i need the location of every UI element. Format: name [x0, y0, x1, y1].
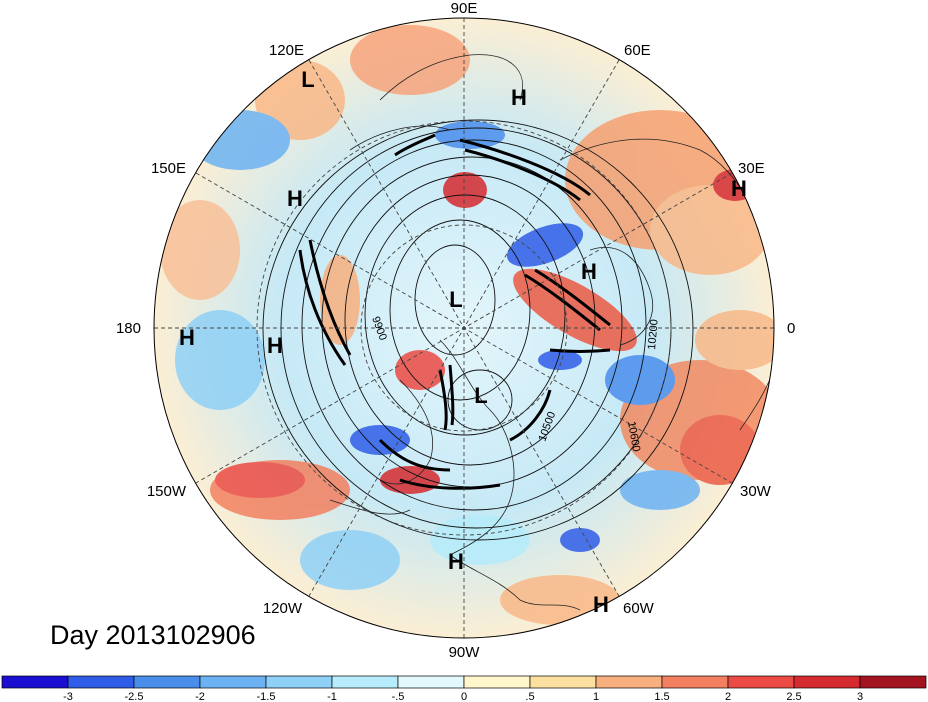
lon-label-150e: 150E: [151, 160, 186, 177]
colorbar-box: [595, 675, 663, 689]
contour-label: 10200: [646, 319, 661, 351]
high-marker: H: [448, 549, 464, 574]
colorbar-box: [661, 675, 729, 689]
high-marker: H: [287, 186, 303, 211]
colorbar-tick-label: 0: [461, 691, 467, 702]
lon-label-180: 180: [116, 320, 141, 337]
colorbar-tick-label: -3: [63, 691, 73, 702]
lon-label-30e: 30E: [738, 160, 765, 177]
polar-map: 9900 10200 10500 10600 L H H H H H H L L…: [116, 0, 795, 660]
lon-label-90w: 90W: [449, 644, 481, 660]
high-marker: H: [731, 176, 747, 201]
low-marker: L: [474, 383, 487, 408]
colorbar-tick-label: 1.5: [654, 691, 669, 702]
colorbar-tick-label: .5: [525, 691, 534, 702]
colorbar: -3 -2.5 -2 -1.5 -1 -.5 0 .5 1 1.5 2 2.5 3: [1, 675, 927, 702]
colorbar-tick-label: -2.5: [125, 691, 144, 702]
high-marker: H: [593, 592, 609, 617]
colorbar-box: [199, 675, 267, 689]
graticule: [154, 18, 774, 638]
lon-label-120w: 120W: [263, 600, 303, 617]
colorbar-box: [727, 675, 795, 689]
pressure-systems: L H H H H H H L L H H: [179, 67, 747, 617]
colorbar-box: [67, 675, 135, 689]
colorbar-boxes: [1, 675, 927, 689]
low-marker: L: [301, 67, 314, 92]
high-marker: H: [267, 333, 283, 358]
lon-label-0: 0: [787, 320, 795, 337]
lon-label-120e: 120E: [269, 42, 304, 59]
lon-label-60e: 60E: [624, 42, 651, 59]
colorbar-tick-label: -.5: [392, 691, 405, 702]
colorbar-box: [397, 675, 465, 689]
high-marker: H: [511, 85, 527, 110]
colorbar-box: [1, 675, 69, 689]
contour-label: 10600: [625, 420, 642, 452]
colorbar-box: [265, 675, 333, 689]
colorbar-tick-label: -2: [195, 691, 205, 702]
colorbar-box: [793, 675, 861, 689]
low-marker: L: [449, 287, 462, 312]
colorbar-tick-label: 1: [593, 691, 599, 702]
colorbar-box: [133, 675, 201, 689]
high-marker: H: [179, 325, 195, 350]
colorbar-tick-label: 3: [857, 691, 863, 702]
lon-label-30w: 30W: [740, 483, 772, 500]
colorbar-tick-label: -1.5: [257, 691, 276, 702]
colorbar-box: [463, 675, 531, 689]
lon-label-90e: 90E: [451, 0, 478, 17]
colorbar-tick-label: 2: [725, 691, 731, 702]
longitude-labels: 90E 60E 30E 0 30W 60W 90W 120W 150W 180 …: [116, 0, 795, 660]
colorbar-box: [859, 675, 927, 689]
high-marker: H: [581, 259, 597, 284]
lon-label-60w: 60W: [623, 600, 655, 617]
map-title: Day 2013102906: [50, 620, 256, 650]
colorbar-tick-label: -1: [327, 691, 337, 702]
lon-label-150w: 150W: [147, 483, 187, 500]
map-boundary: [153, 17, 775, 639]
colorbar-box: [529, 675, 597, 689]
jet-contours: [298, 133, 611, 490]
colorbar-labels: -3 -2.5 -2 -1.5 -1 -.5 0 .5 1 1.5 2 2.5 3: [63, 691, 863, 702]
colorbar-box: [331, 675, 399, 689]
colorbar-tick-label: 2.5: [786, 691, 801, 702]
